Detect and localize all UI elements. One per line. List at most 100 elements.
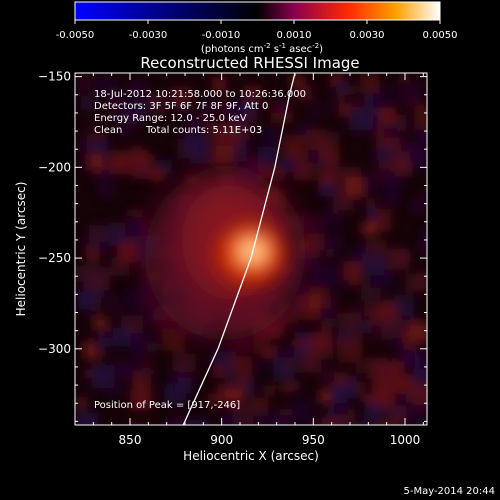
colorbar-units: (photons cm-2 s-1 asec-2) [201,42,323,55]
noise-cell [117,242,138,263]
noise-cell [426,422,427,425]
noise-cell [199,113,211,124]
noise-cell [119,100,144,125]
noise-cell [172,353,196,377]
noise-cell [412,382,427,405]
noise-cell [308,288,329,309]
noise-cell [294,165,307,179]
noise-cell [90,137,108,155]
noise-cell [224,371,242,389]
noise-cell [320,181,336,197]
noise-cell [216,124,241,149]
noise-cell [119,127,129,137]
noise-cell [290,381,300,391]
y-axis-label: Heliocentric Y (arcsec) [14,182,28,317]
noise-cell [212,77,227,92]
noise-cell [128,361,143,376]
noise-cell [264,385,275,396]
noise-cell [107,296,122,311]
noise-cell [88,224,107,243]
colorbar-ticks: -0.0050 -0.0030 -0.0010 0.0010 0.0030 0.0050 [56,20,458,41]
noise-cell [306,129,327,150]
noise-cell [416,127,427,144]
solar-limb-line [182,73,296,425]
noise-cell [384,122,401,139]
noise-cell [76,75,92,90]
noise-cell [130,389,152,411]
noise-cell [94,338,109,353]
noise-cell [303,215,322,234]
noise-cell [359,73,380,93]
noise-cell [80,95,95,110]
noise-cell [115,154,130,169]
noise-cell [300,351,322,373]
noise-cell [213,145,235,167]
noise-cell [330,192,353,215]
noise-cell [177,379,192,393]
heatmap-source [215,224,284,285]
annotation-peak: Position of Peak = [917,-246] [94,400,240,411]
noise-cell [388,329,397,338]
x-tick-label: 850 [119,433,142,447]
footer-timestamp: 5-May-2014 20:44 [403,486,495,497]
annotation-method: Clean [94,125,122,136]
noise-cell [399,73,410,84]
noise-cell [412,200,424,212]
noise-cell [324,351,333,360]
x-tick-label: 950 [302,433,325,447]
noise-cell [318,144,340,166]
noise-cell [115,222,125,233]
noise-cell [355,364,364,374]
noise-cell [106,93,123,110]
noise-cell [366,198,376,208]
noise-cell [348,275,359,286]
noise-cell [345,324,361,341]
heatmap-image [75,73,427,425]
noise-cell [348,107,372,131]
noise-cell [414,108,427,130]
annotation-detectors: Detectors: 3F 5F 6F 7F 8F 9F, Att 0 [94,101,268,112]
noise-cell [392,406,408,421]
noise-cell [91,364,115,388]
noise-cell [318,232,342,256]
noise-cell [359,321,372,334]
colorbar-tick-label: 0.0050 [423,30,458,41]
noise-cell [309,265,332,288]
noise-cell [400,81,423,104]
noise-cell [140,259,150,270]
noise-cell [184,133,206,156]
annotation-counts: Total counts: 5.11E+03 [145,125,262,136]
noise-cell [93,167,110,184]
noise-cell [149,99,166,116]
noise-cell [343,261,363,280]
noise-cell [369,317,391,340]
annotation-time: 18-Jul-2012 10:21:58.000 to 10:26:36.000 [94,89,306,100]
x-tick-label: 1000 [390,433,421,447]
noise-cell [146,310,159,323]
noise-cell [309,332,331,354]
noise-cell [396,373,416,394]
noise-cell [131,146,142,157]
noise-cell [396,120,410,134]
noise-cell [208,393,221,407]
colorbar-tick-label: 0.0030 [350,30,385,41]
noise-cell [134,160,154,180]
noise-cell [421,240,427,254]
noise-cell [184,419,209,425]
noise-cell [265,416,288,425]
noise-cell [228,393,244,409]
noise-cell [125,217,145,237]
noise-cell [88,154,105,171]
noise-cell [178,103,189,114]
plot-frame [74,72,428,426]
noise-cell [93,316,109,331]
noise-cell [213,365,225,378]
y-tick-label: −200 [38,160,71,174]
noise-cell [79,291,97,310]
annotation-energy: Energy Range: 12.0 - 25.0 keV [94,113,247,124]
noise-cell [335,80,349,94]
noise-cell [200,100,215,115]
noise-cell [107,386,120,399]
y-tick-label: −150 [38,70,71,84]
noise-cell [282,383,291,393]
